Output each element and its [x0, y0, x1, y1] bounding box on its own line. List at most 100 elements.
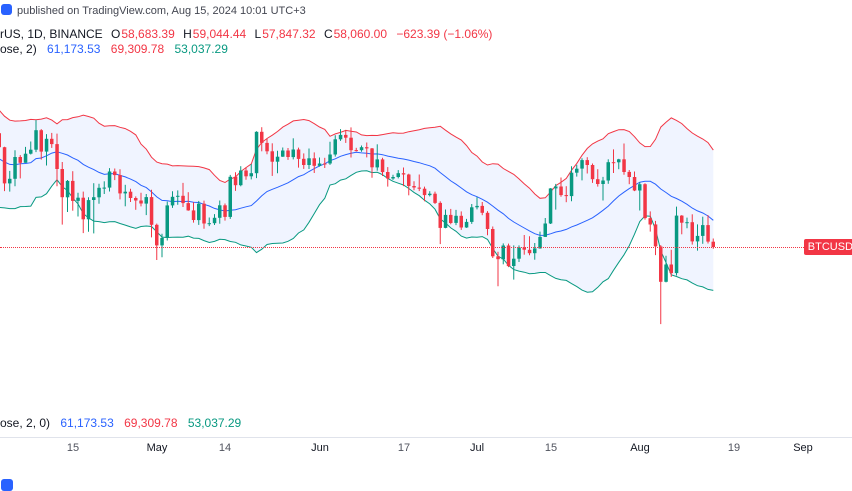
- candle-body: [643, 184, 647, 219]
- candle-body: [39, 130, 43, 152]
- candle-body: [359, 147, 364, 151]
- candle-body: [711, 241, 715, 247]
- candle-body: [228, 176, 232, 217]
- candle-body: [674, 215, 679, 274]
- candle-body: [701, 225, 705, 236]
- time-axis-label: 17: [397, 442, 411, 454]
- candle-body: [517, 247, 521, 259]
- candle-body: [317, 163, 322, 166]
- candle-body: [307, 158, 311, 165]
- candle-body: [23, 153, 28, 163]
- candle-body: [123, 191, 127, 194]
- candle-body: [212, 217, 217, 224]
- candle-body: [92, 197, 96, 200]
- candle-body: [312, 158, 316, 166]
- bollinger-lower-band-line: [0, 170, 714, 293]
- candle-body: [260, 131, 264, 143]
- candle-body: [407, 174, 411, 186]
- candle-body: [165, 205, 169, 238]
- candle-body: [265, 142, 269, 152]
- symbol-title[interactable]: rUS, 1D, BINANCE: [0, 27, 103, 41]
- candle-body: [601, 180, 605, 184]
- time-axis-label: Aug: [630, 442, 650, 454]
- candle-body: [176, 195, 180, 197]
- candle-body: [690, 222, 694, 242]
- bottom-indicator-title[interactable]: ose, 2, 0): [0, 416, 51, 430]
- candle-body: [86, 200, 91, 220]
- bb-upper-value: 69,309.78: [110, 42, 165, 56]
- candle-body: [102, 187, 106, 189]
- candle-body: [18, 157, 22, 163]
- candle-body: [186, 203, 190, 211]
- bottom-bb-basis-value: 61,173.53: [60, 416, 114, 430]
- time-axis-label: Jun: [311, 442, 329, 454]
- candle-body: [627, 171, 631, 177]
- candle-body: [65, 180, 70, 198]
- candle-body: [370, 148, 374, 168]
- low-value: 57,847.32: [262, 27, 316, 41]
- time-axis-label: 15: [66, 442, 80, 454]
- candle-body: [338, 134, 343, 140]
- candle-body: [134, 198, 138, 201]
- candle-body: [60, 169, 64, 198]
- candle-body: [0, 133, 1, 148]
- candle-body: [296, 149, 301, 159]
- candle-body: [144, 197, 148, 204]
- bollinger-basis-line: [0, 151, 714, 236]
- candle-body: [197, 203, 201, 221]
- candle-body: [512, 258, 516, 266]
- candle-body: [443, 214, 448, 228]
- candle-body: [291, 149, 295, 158]
- time-axis-label: 19: [727, 442, 741, 454]
- candle-body: [454, 215, 458, 223]
- candle-body: [522, 247, 526, 250]
- change-value: −623.39 (−1.06%): [396, 27, 493, 41]
- candle-body: [459, 215, 463, 228]
- candle-body: [218, 205, 222, 218]
- candle-body: [50, 138, 54, 145]
- candle-body: [706, 225, 710, 242]
- indicator-legend-row: ose, 2) 61,173.53 69,309.78 53,037.29: [0, 42, 228, 56]
- candle-body: [386, 172, 390, 179]
- candle-body: [207, 223, 211, 225]
- candle-body: [606, 162, 610, 181]
- candle-body: [29, 149, 33, 154]
- candlestick-chart[interactable]: [0, 0, 852, 437]
- bb-lower-value: 53,037.29: [174, 42, 228, 56]
- attribution-text: published on TradingView.com, Aug 15, 20…: [17, 5, 306, 17]
- candle-body: [223, 205, 227, 217]
- high-value: 59,044.44: [192, 27, 247, 41]
- candle-body: [118, 175, 122, 194]
- candle-body: [401, 173, 406, 175]
- bottom-indicator-legend-row: ose, 2, 0) 61,173.53 69,309.78 53,037.29: [0, 416, 241, 430]
- candle-body: [664, 264, 668, 282]
- candle-body: [417, 187, 421, 189]
- candle-body: [181, 195, 185, 204]
- indicator-title[interactable]: ose, 2): [0, 42, 37, 56]
- candle-body: [254, 131, 259, 174]
- candle-body: [55, 144, 59, 169]
- candle-body: [559, 186, 563, 196]
- candle-body: [506, 245, 511, 267]
- candle-body: [422, 188, 427, 196]
- candle-body: [695, 235, 700, 242]
- tradingview-logo-icon: [1, 4, 12, 15]
- candle-body: [475, 205, 479, 208]
- candle-body: [438, 202, 442, 228]
- candle-body: [8, 178, 12, 184]
- candle-body: [533, 248, 537, 254]
- time-axis-label: May: [146, 442, 168, 454]
- candle-body: [34, 130, 38, 150]
- time-axis-label: 15: [544, 442, 558, 454]
- low-label: L: [254, 27, 262, 41]
- candle-body: [354, 150, 358, 152]
- candle-body: [548, 188, 553, 224]
- candle-body: [328, 154, 332, 164]
- candle-body: [81, 197, 85, 220]
- candle-body: [496, 256, 500, 260]
- time-axis-label: Sep: [793, 442, 813, 454]
- candle-body: [333, 139, 337, 155]
- time-axis[interactable]: 15 May 14 Jun 17 Jul 15 Aug 19 Sep: [0, 437, 852, 486]
- candle-body: [412, 186, 416, 188]
- candle-body: [659, 246, 663, 282]
